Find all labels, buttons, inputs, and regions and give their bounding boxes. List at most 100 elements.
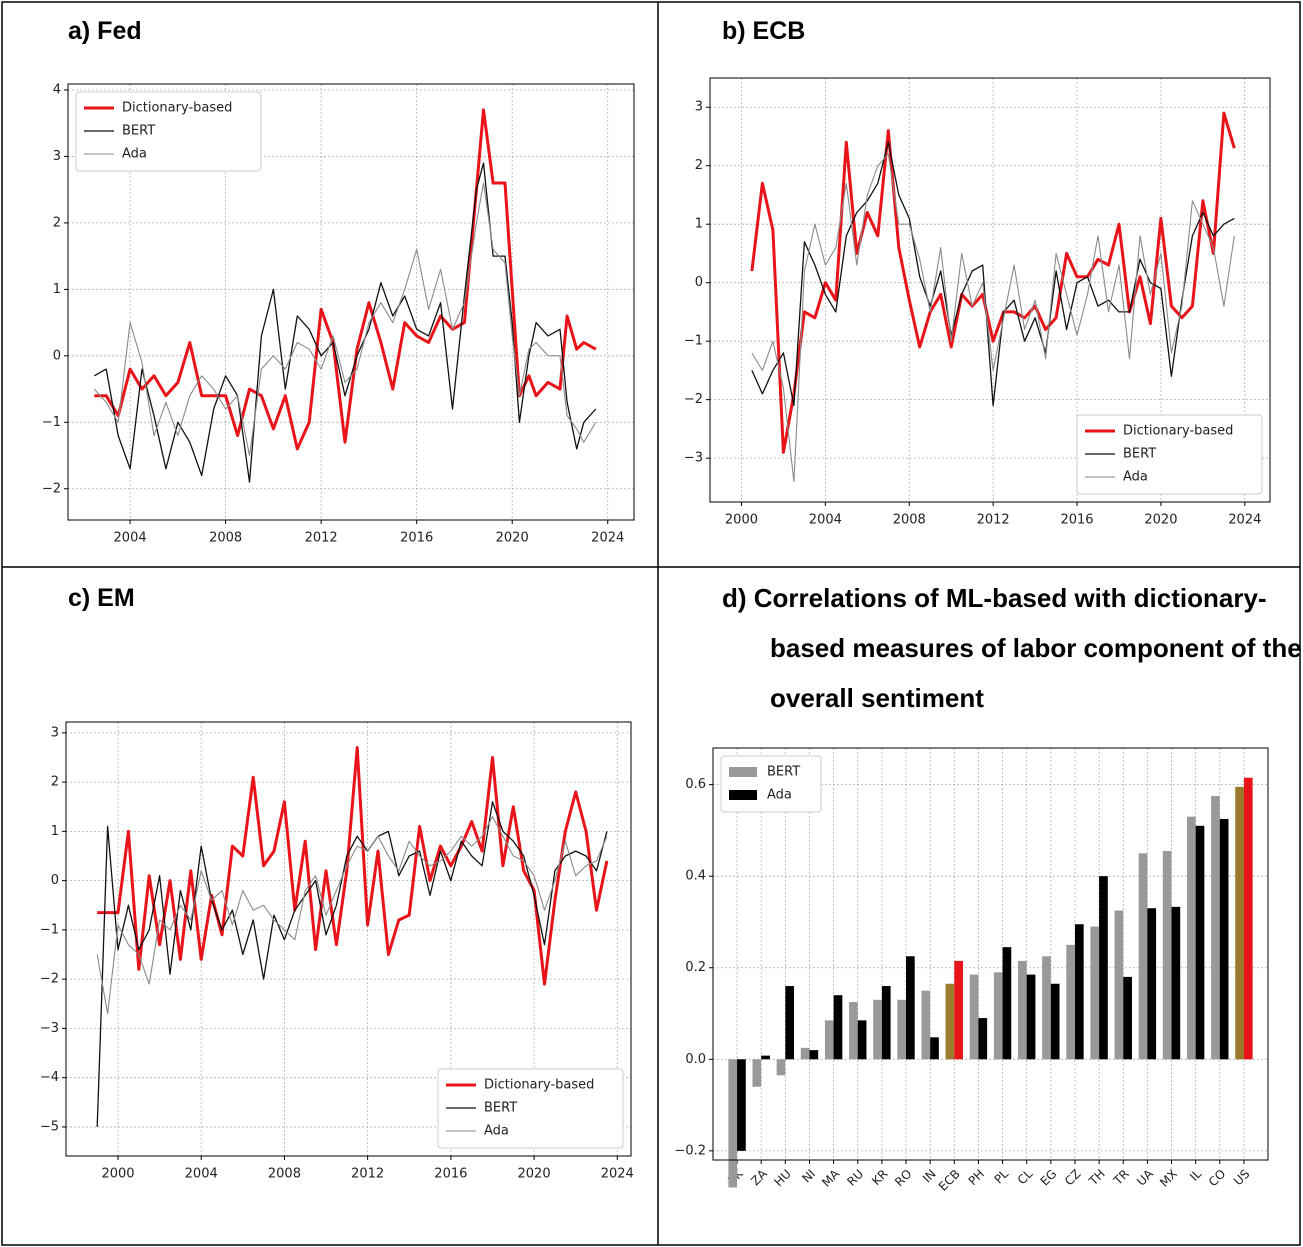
x-tick-label: MX xyxy=(1157,1167,1180,1190)
y-tick-label: −1 xyxy=(40,922,59,937)
x-tick-label: 2020 xyxy=(518,1167,551,1182)
legend-label: Dictionary-based xyxy=(122,101,232,116)
x-tick-label: 2024 xyxy=(1228,513,1261,528)
x-tick-label: 2000 xyxy=(101,1167,134,1182)
bar xyxy=(978,1018,988,1060)
x-tick-label: 2024 xyxy=(591,531,624,546)
x-tick-label: 2016 xyxy=(434,1167,467,1182)
y-tick-label: 3 xyxy=(53,149,61,164)
x-tick-label: TR xyxy=(1110,1167,1132,1189)
bar xyxy=(728,1059,738,1188)
bar xyxy=(1219,818,1229,1060)
x-tick-label: UA xyxy=(1134,1166,1156,1188)
bar xyxy=(1066,944,1075,1060)
bar xyxy=(993,972,1003,1060)
bar xyxy=(945,983,955,1060)
x-tick-label: RU xyxy=(844,1167,866,1189)
y-tick-label: 1 xyxy=(53,282,61,297)
bar xyxy=(873,999,882,1060)
y-tick-label: 4 xyxy=(53,82,61,97)
bar xyxy=(1114,910,1124,1060)
x-tick-label: 2020 xyxy=(1144,513,1177,528)
bar xyxy=(1138,853,1148,1060)
y-tick-label: 2 xyxy=(51,775,59,790)
bar xyxy=(849,1002,858,1060)
y-tick-label: 0.6 xyxy=(685,777,706,792)
bar xyxy=(930,1037,939,1060)
line-series xyxy=(751,153,1235,483)
legend-label: BERT xyxy=(122,124,155,139)
bar xyxy=(1099,876,1108,1060)
legend-box xyxy=(1076,414,1263,495)
x-tick-label: 2012 xyxy=(351,1167,384,1182)
legend-label: BERT xyxy=(767,765,800,780)
y-tick-label: −2 xyxy=(40,972,59,987)
x-tick-label: CO xyxy=(1206,1167,1229,1190)
y-tick-label: 0 xyxy=(695,275,703,290)
x-tick-label: 2000 xyxy=(725,513,758,528)
bar xyxy=(921,990,931,1060)
x-tick-label: RO xyxy=(892,1167,914,1189)
bar xyxy=(1162,851,1172,1060)
y-tick-label: 0.0 xyxy=(685,1052,706,1067)
y-tick-label: 1 xyxy=(695,217,703,232)
legend-label: Ada xyxy=(122,147,147,162)
legend-label: Ada xyxy=(1123,470,1148,485)
y-tick-label: 2 xyxy=(695,158,703,173)
x-tick-label: 2024 xyxy=(601,1167,634,1182)
bar xyxy=(1171,906,1181,1060)
x-tick-label: CL xyxy=(1015,1166,1036,1187)
legend-label: Ada xyxy=(484,1124,509,1139)
y-tick-label: −1 xyxy=(684,334,703,349)
x-tick-label: 2020 xyxy=(496,531,529,546)
bar xyxy=(1235,786,1244,1060)
bar xyxy=(1186,816,1196,1060)
x-tick-label: 2016 xyxy=(400,531,433,546)
bar xyxy=(954,960,963,1060)
bar xyxy=(824,1020,834,1060)
x-tick-label: HU xyxy=(771,1167,793,1189)
bar xyxy=(1195,825,1205,1060)
x-tick-label: 2008 xyxy=(893,513,926,528)
bar xyxy=(1018,960,1027,1060)
bar xyxy=(1026,974,1036,1060)
line-series xyxy=(93,182,597,457)
bar xyxy=(752,1059,762,1087)
axes-frame xyxy=(712,747,1269,1161)
bar xyxy=(881,986,891,1060)
bar xyxy=(737,1059,746,1151)
x-tick-label: 2004 xyxy=(185,1167,218,1182)
bar xyxy=(809,1050,819,1060)
x-tick-label: TH xyxy=(1086,1167,1108,1189)
y-tick-label: −2 xyxy=(42,481,61,496)
y-tick-label: 0 xyxy=(53,348,61,363)
x-tick-label: 2004 xyxy=(114,531,147,546)
bar xyxy=(776,1059,786,1076)
panel-title: d) Correlations of ML-based with diction… xyxy=(722,583,1302,713)
bar xyxy=(761,1055,770,1060)
line-series xyxy=(96,801,608,1127)
bar xyxy=(1042,956,1051,1060)
axes-frame xyxy=(709,77,1271,503)
y-tick-label: 0 xyxy=(51,873,59,888)
x-tick-label: EG xyxy=(1038,1167,1060,1189)
legend-box xyxy=(437,1068,624,1149)
bar xyxy=(833,995,843,1060)
legend-label: Dictionary-based xyxy=(1123,424,1233,439)
y-tick-label: −0.2 xyxy=(674,1143,706,1158)
x-tick-label: CZ xyxy=(1062,1167,1084,1189)
x-tick-label: ZA xyxy=(748,1166,770,1188)
bar xyxy=(906,956,915,1060)
y-tick-label: 3 xyxy=(51,725,59,740)
bar xyxy=(1074,924,1084,1060)
line-series xyxy=(751,141,1235,407)
bar xyxy=(857,1020,867,1060)
axes-frame xyxy=(67,83,635,521)
x-tick-label: ECB xyxy=(936,1167,963,1194)
bar xyxy=(969,974,979,1060)
x-tick-label: IL xyxy=(1187,1166,1204,1183)
y-tick-label: −2 xyxy=(684,392,703,407)
legend-box xyxy=(75,91,262,172)
bar xyxy=(1050,983,1060,1060)
